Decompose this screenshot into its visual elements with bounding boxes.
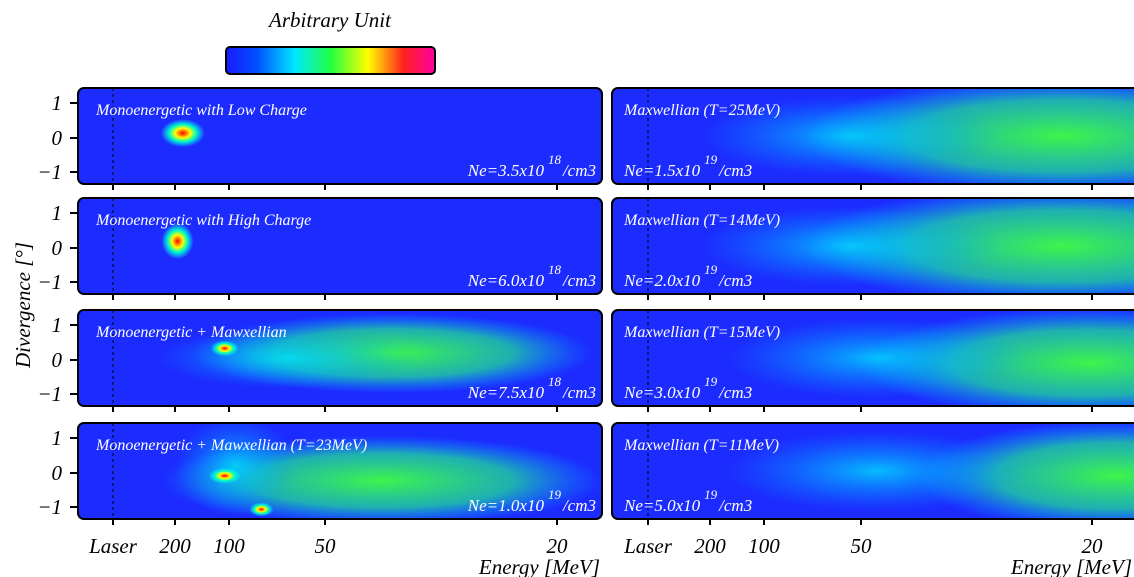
density-exponent: 19: [704, 487, 718, 502]
y-tick-label: −1: [37, 495, 62, 519]
x-tick-label: 100: [213, 534, 245, 558]
panel: [612, 88, 1134, 184]
density-value: Ne=7.5x10: [467, 383, 545, 402]
density-unit: /cm3: [718, 496, 752, 515]
panel-frame: [77, 87, 603, 185]
density-exponent: 19: [548, 487, 562, 502]
density-label: Ne=7.5x1018/cm3: [467, 374, 596, 402]
panel: [612, 310, 1134, 406]
panel-frame: [611, 197, 1134, 295]
x-tick-label: 20: [1082, 534, 1104, 558]
density-exponent: 19: [704, 374, 718, 389]
density-unit: /cm3: [562, 383, 596, 402]
panel-title: Monoenergetic + Mawxellian (T=23MeV): [95, 437, 367, 454]
panel-title: Monoenergetic + Mawxellian: [95, 324, 287, 341]
x-axis-label: Energy [MeV]: [1010, 555, 1132, 577]
panel-frame: [77, 422, 603, 520]
density-value: Ne=3.0x10: [623, 383, 701, 402]
x-tick-label: Laser: [88, 534, 138, 558]
density-exponent: 18: [548, 262, 562, 277]
panel-title: Maxwellian (T=11MeV): [623, 437, 779, 454]
panel-frame: [611, 309, 1134, 407]
intensity: [249, 502, 274, 517]
x-tick-label: 50: [315, 534, 337, 558]
y-tick-label: −1: [37, 382, 62, 406]
density-exponent: 18: [548, 152, 562, 167]
intensity: [915, 423, 1134, 519]
intensity: [727, 318, 1027, 398]
y-tick-label: 0: [52, 236, 63, 260]
y-tick-label: −1: [37, 270, 62, 294]
density-label: Ne=1.5x1019/cm3: [623, 152, 752, 180]
density-unit: /cm3: [718, 271, 752, 290]
density-exponent: 18: [548, 374, 562, 389]
density-unit: /cm3: [562, 496, 596, 515]
density-label: Ne=5.0x1019/cm3: [623, 487, 752, 515]
intensity: [727, 431, 1027, 511]
density-label: Ne=1.0x1019/cm3: [467, 487, 596, 515]
density-value: Ne=1.0x10: [467, 496, 545, 515]
y-tick-label: 1: [52, 201, 63, 225]
panel-title: Maxwellian (T=14MeV): [623, 212, 780, 229]
panel: [612, 423, 1134, 519]
x-tick-label: 50: [851, 534, 873, 558]
colorbar: [225, 46, 436, 75]
panel-frame: [611, 87, 1134, 185]
y-tick-label: −1: [37, 160, 62, 184]
density-exponent: 19: [704, 262, 718, 277]
density-label: Ne=2.0x1019/cm3: [623, 262, 752, 290]
y-tick-label: 1: [52, 91, 63, 115]
density-label: Ne=3.5x1018/cm3: [467, 152, 596, 180]
panel-title: Maxwellian (T=25MeV): [623, 102, 780, 119]
panel-frame: [611, 422, 1134, 520]
panel: [78, 88, 602, 184]
x-tick-label: 20: [547, 534, 569, 558]
x-axis-label: Energy [MeV]: [478, 555, 600, 577]
panel-title: Monoenergetic with High Charge: [95, 212, 311, 229]
intensity: [700, 206, 1001, 286]
panel-frame: [77, 309, 603, 407]
x-tick-label: 100: [748, 534, 780, 558]
density-value: Ne=2.0x10: [623, 271, 701, 290]
intensity: [161, 223, 194, 260]
x-tick-label: Laser: [623, 534, 673, 558]
panel-title: Maxwellian (T=15MeV): [623, 324, 780, 341]
intensity: [160, 119, 205, 148]
panel: [78, 423, 602, 519]
y-tick-label: 0: [52, 126, 63, 150]
density-value: Ne=6.0x10: [467, 271, 545, 290]
intensity: [208, 467, 241, 484]
y-tick-label: 1: [52, 426, 63, 450]
density-label: Ne=6.0x1018/cm3: [467, 262, 596, 290]
panel-title: Monoenergetic with Low Charge: [95, 102, 307, 119]
x-tick-label: 200: [694, 534, 726, 558]
intensity: [175, 423, 296, 517]
panel-frame: [77, 197, 603, 295]
density-value: Ne=5.0x10: [623, 496, 701, 515]
panel: [78, 198, 602, 294]
panel: [612, 198, 1134, 294]
density-label: Ne=3.0x1019/cm3: [623, 374, 752, 402]
colorbar-label: Arbitrary Unit: [267, 8, 392, 32]
y-tick-label: 0: [52, 461, 63, 485]
x-tick-label: 200: [159, 534, 191, 558]
density-value: Ne=1.5x10: [623, 161, 701, 180]
density-unit: /cm3: [562, 161, 596, 180]
density-unit: /cm3: [718, 383, 752, 402]
density-value: Ne=3.5x10: [467, 161, 545, 180]
intensity: [210, 340, 239, 357]
density-exponent: 19: [704, 152, 718, 167]
density-unit: /cm3: [562, 271, 596, 290]
intensity: [700, 96, 1001, 176]
panel: [78, 310, 602, 406]
y-tick-label: 0: [52, 348, 63, 372]
y-tick-label: 1: [52, 313, 63, 337]
density-unit: /cm3: [718, 161, 752, 180]
y-axis-label: Divergence [°]: [11, 242, 35, 369]
